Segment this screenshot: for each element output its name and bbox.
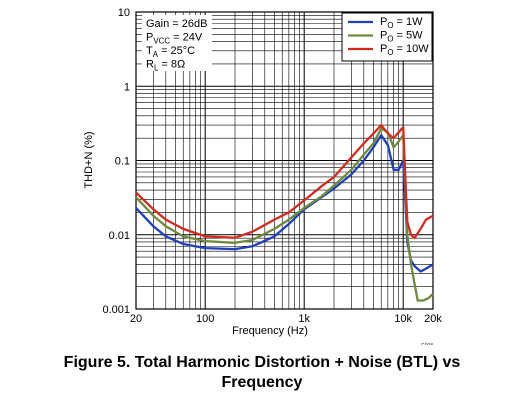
condition-text: TA = 25°C — [146, 45, 195, 59]
x-tick-label: 1k — [298, 313, 310, 325]
plot-frame — [135, 11, 434, 310]
legend-label: PO = 5W — [380, 30, 423, 44]
figure-caption-line-1: Figure 5. Total Harmonic Distortion + No… — [63, 354, 461, 371]
series-line-3 — [135, 123, 434, 240]
series-line-2 — [135, 127, 434, 302]
x-tick-label: 20 — [130, 313, 142, 325]
x-tick-label: 100 — [196, 313, 214, 325]
condition-text: Gain = 26dB — [146, 18, 207, 30]
figure-id-label: G008 — [421, 343, 433, 345]
x-tick-label: 10k — [394, 313, 412, 325]
y-axis-label: THD+N (%) — [83, 131, 95, 188]
x-axis-label: Frequency (Hz) — [232, 325, 308, 337]
x-tick-label: 20k — [424, 313, 442, 325]
thd-vs-frequency-chart: 20 100 1k 10k 20k 0.001 0.01 0.1 1 10 Frequency (… — [83, 7, 442, 345]
legend-label: PO = 1W — [380, 16, 423, 30]
legend-label: PO = 10W — [380, 43, 429, 57]
condition-text: PVCC = 24V — [146, 32, 203, 46]
series-lines — [135, 123, 434, 302]
y-tick-label: 0.01 — [109, 230, 130, 242]
figure-caption-line-2: Frequency — [221, 374, 303, 391]
y-tick-label: 0.001 — [102, 304, 130, 316]
y-tick-label: 1 — [124, 81, 130, 93]
condition-text: RL = 8Ω — [146, 59, 185, 73]
axis-ticks: 20 100 1k 10k 20k 0.001 0.01 0.1 1 10 — [102, 7, 442, 325]
conditions-background — [142, 15, 212, 71]
y-tick-label: 10 — [118, 7, 130, 19]
y-tick-label: 0.1 — [115, 156, 130, 168]
